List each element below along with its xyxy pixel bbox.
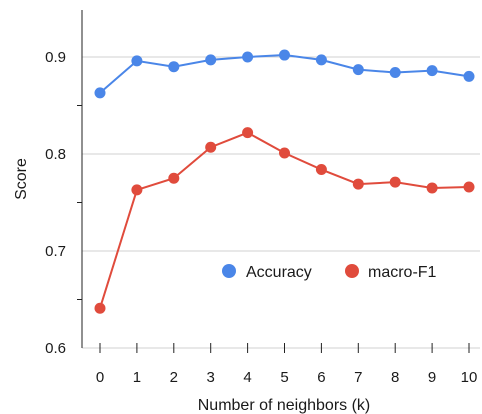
y-tick-label-0.7: 0.7 [45,243,66,260]
data-point-macro-f1-10 [463,181,475,193]
series-group [94,49,475,314]
legend: Accuracy macro-F1 [222,264,437,281]
data-point-macro-f1-6 [315,164,327,176]
x-ticks: 0 1 2 3 4 5 6 7 8 9 10 [96,343,478,386]
data-point-accuracy-10 [463,70,475,82]
data-point-accuracy-2 [168,61,180,73]
data-point-accuracy-1 [131,55,143,67]
data-point-accuracy-5 [279,49,290,61]
data-point-macro-f1-2 [168,172,180,184]
x-tick-label-3: 3 [207,369,215,386]
x-tick-label-6: 6 [317,369,325,386]
data-point-macro-f1-3 [205,141,217,153]
y-tick-label-0.8: 0.8 [45,146,66,163]
x-tick-label-9: 9 [428,369,436,386]
data-point-accuracy-7 [352,64,364,76]
y-axis-title: Score [13,158,30,200]
series-line-macro-f1 [99,131,470,309]
data-point-accuracy-9 [426,65,438,77]
data-point-macro-f1-5 [279,147,290,159]
grid-lines [82,56,480,349]
y-ticks: 0.6 0.7 0.8 0.9 [45,49,82,357]
legend-marker-macro-f1 [345,264,359,278]
legend-marker-accuracy [222,264,236,278]
legend-label-macro-f1: macro-F1 [368,264,437,281]
x-tick-label-8: 8 [391,369,399,386]
x-tick-label-10: 10 [461,369,478,386]
data-point-accuracy-0 [94,87,106,99]
x-tick-label-1: 1 [133,369,141,386]
data-point-macro-f1-1 [131,184,143,196]
y-tick-label-0.9: 0.9 [45,49,66,66]
legend-label-accuracy: Accuracy [246,264,312,281]
data-point-accuracy-8 [389,67,401,79]
x-tick-label-5: 5 [280,369,288,386]
x-tick-label-0: 0 [96,369,104,386]
data-point-accuracy-3 [205,54,217,66]
data-point-macro-f1-4 [242,127,254,139]
data-point-accuracy-6 [315,54,327,66]
x-tick-label-4: 4 [243,369,251,386]
x-tick-label-2: 2 [170,369,178,386]
data-point-accuracy-4 [242,51,254,63]
data-point-macro-f1-7 [352,178,364,190]
x-tick-label-7: 7 [354,369,362,386]
data-point-macro-f1-8 [389,176,401,188]
data-point-macro-f1-0 [94,302,106,314]
series-line-accuracy [99,54,470,94]
data-point-macro-f1-9 [426,182,438,194]
x-axis-title: Number of neighbors (k) [198,397,371,414]
y-tick-label-0.6: 0.6 [45,340,66,357]
